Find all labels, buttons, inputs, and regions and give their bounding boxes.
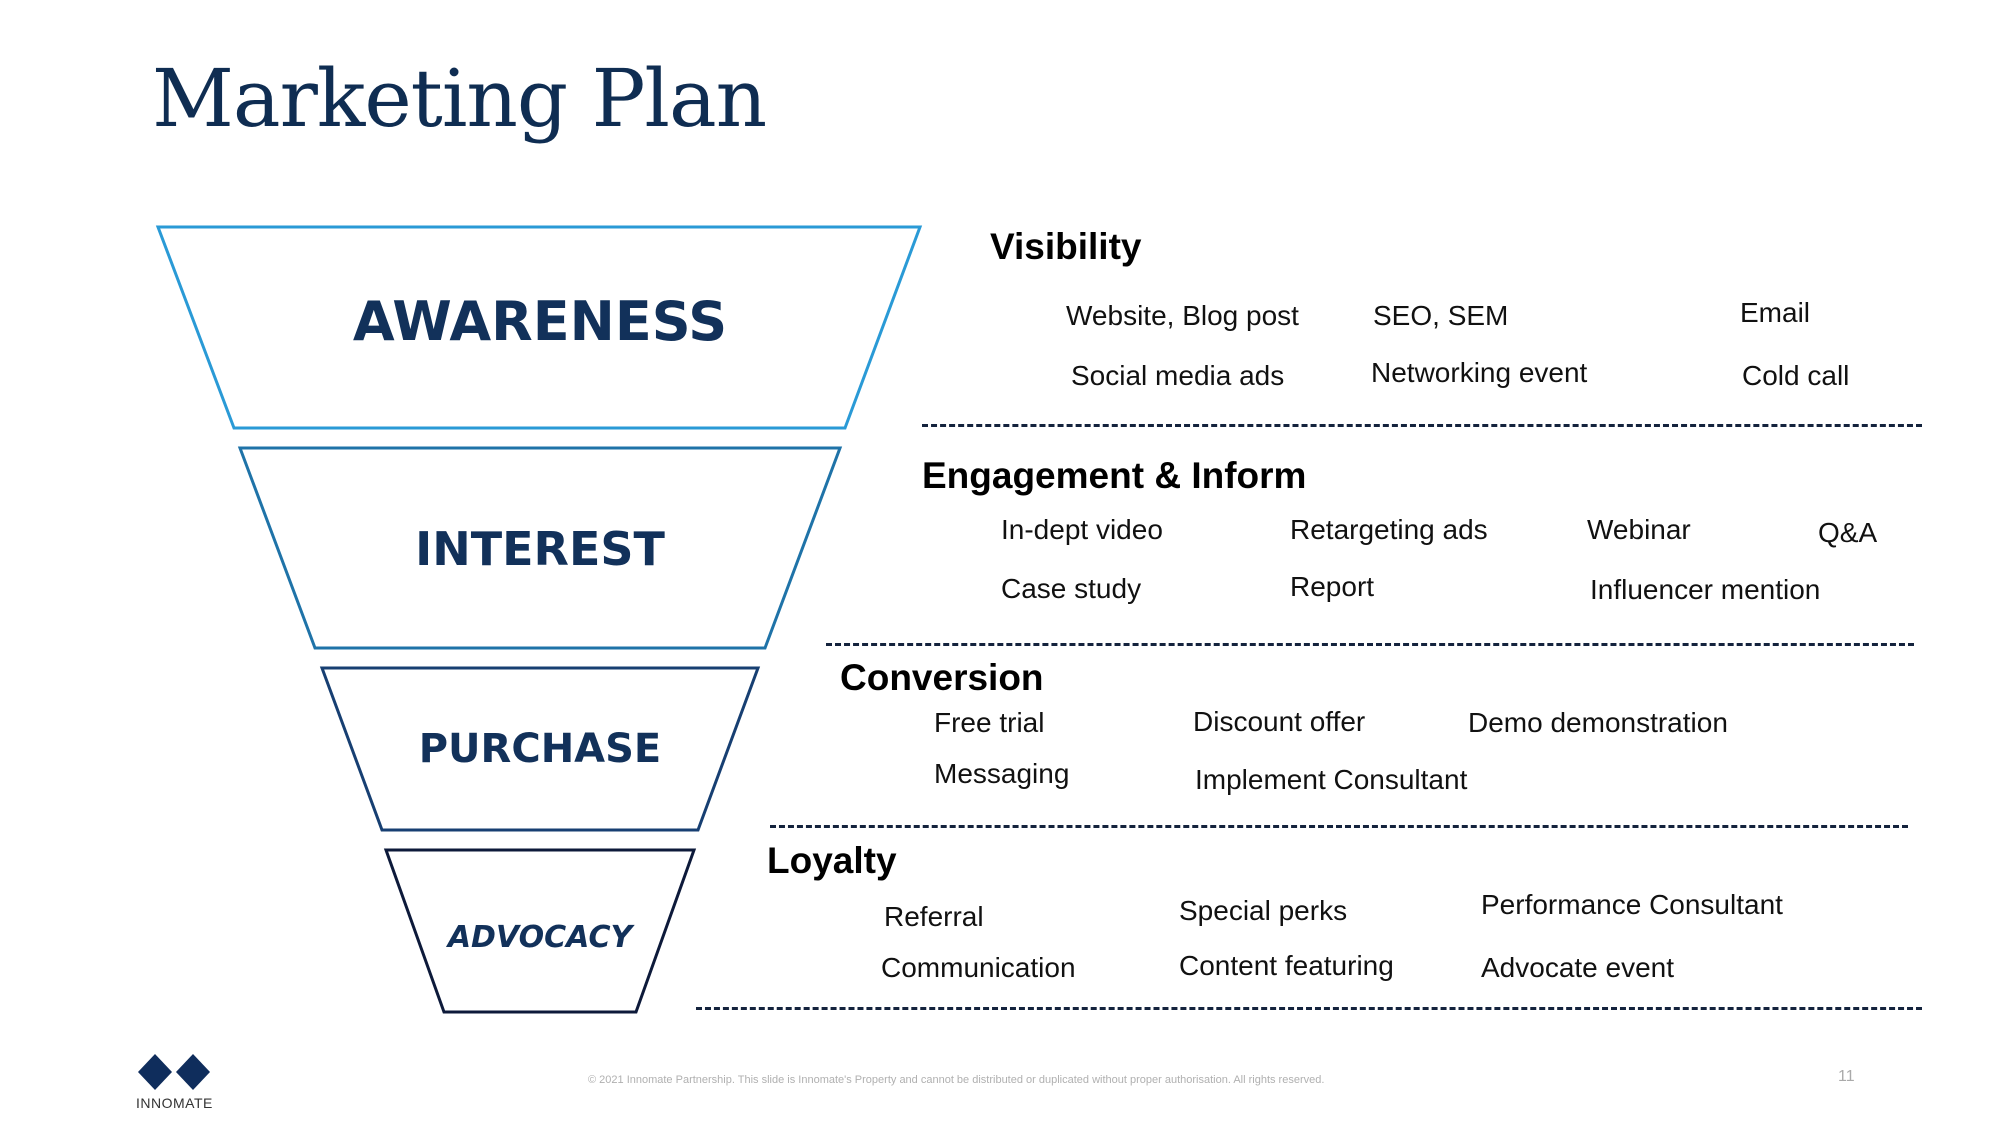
item-discount-offer: Discount offer bbox=[1193, 706, 1366, 737]
item-implement-consultant: Implement Consultant bbox=[1195, 764, 1468, 795]
item-report: Report bbox=[1290, 571, 1375, 602]
funnel-stage-awareness bbox=[155, 225, 923, 430]
section-title-loyalty: Loyalty bbox=[767, 840, 897, 881]
section-divider bbox=[922, 424, 1922, 427]
item-content-featuring: Content featuring bbox=[1179, 950, 1394, 981]
stage-label-advocacy: ADVOCACY bbox=[447, 920, 633, 955]
funnel-stage-purchase bbox=[319, 666, 761, 832]
funnel-stage-interest bbox=[237, 446, 843, 650]
item-free-trial: Free trial bbox=[934, 707, 1045, 738]
copyright-footer: © 2021 Innomate Partnership. This slide … bbox=[588, 1074, 1325, 1086]
section-divider bbox=[826, 643, 1914, 646]
section-title-visibility: Visibility bbox=[990, 226, 1142, 267]
item-in-dept-video: In-dept video bbox=[1001, 514, 1163, 545]
section-title-engagement: Engagement & Inform bbox=[922, 455, 1307, 496]
section-divider bbox=[696, 1007, 1922, 1010]
item-performance-consultant: Performance Consultant bbox=[1481, 889, 1783, 920]
item-influencer-mention: Influencer mention bbox=[1590, 574, 1821, 605]
stage-label-interest: INTEREST bbox=[415, 522, 665, 576]
section-divider bbox=[770, 825, 1908, 828]
item-referral: Referral bbox=[884, 901, 984, 932]
item-messaging: Messaging bbox=[934, 758, 1070, 789]
logo-text: INNOMATE bbox=[136, 1095, 213, 1111]
item-webinar: Webinar bbox=[1587, 514, 1691, 545]
item-case-study: Case study bbox=[1001, 573, 1142, 604]
stage-label-purchase: PURCHASE bbox=[418, 726, 662, 772]
item-demo-demonstration: Demo demonstration bbox=[1468, 707, 1728, 738]
funnel-stage-advocacy bbox=[383, 848, 697, 1014]
item-email: Email bbox=[1740, 297, 1811, 328]
item-website-blog-post: Website, Blog post bbox=[1066, 300, 1299, 331]
section-title-conversion: Conversion bbox=[840, 657, 1044, 698]
item-networking-event: Networking event bbox=[1371, 357, 1588, 388]
stage-label-awareness: AWARENESS bbox=[352, 290, 728, 353]
diamond-logo-icon bbox=[138, 1054, 210, 1090]
item-advocate-event: Advocate event bbox=[1481, 952, 1675, 983]
page-title: Marketing Plan bbox=[152, 52, 767, 145]
item-communication: Communication bbox=[881, 952, 1076, 983]
item-cold-call: Cold call bbox=[1742, 360, 1850, 391]
item-social-media-ads: Social media ads bbox=[1071, 360, 1285, 391]
page-number: 11 bbox=[1838, 1068, 1855, 1085]
item-qa: Q&A bbox=[1818, 517, 1878, 548]
item-special-perks: Special perks bbox=[1179, 895, 1348, 926]
item-seo-sem: SEO, SEM bbox=[1373, 300, 1509, 331]
item-retargeting-ads: Retargeting ads bbox=[1290, 514, 1488, 545]
